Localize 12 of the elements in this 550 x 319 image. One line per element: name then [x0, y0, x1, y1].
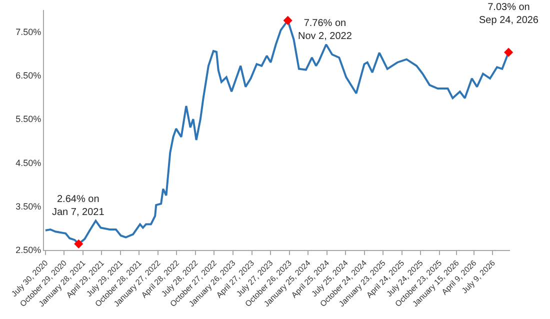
annotation: 2.64% on Jan 7, 2021: [52, 194, 105, 218]
y-tick-label: 5.50%: [16, 114, 42, 124]
point: [504, 48, 514, 57]
annotation: 7.03% on Sep 24, 2026: [479, 2, 539, 26]
point: [283, 16, 292, 26]
y-tick-label: 7.50%: [16, 26, 42, 37]
point: [74, 239, 84, 248]
annotation: 7.76% on Nov 2, 2022: [298, 18, 352, 42]
y-tick-label: 6.50%: [16, 70, 42, 81]
y-tick-label: 2.50%: [16, 245, 42, 256]
y-tick-label: 3.50%: [16, 202, 42, 212]
y-tick-label: 4.50%: [16, 158, 42, 168]
